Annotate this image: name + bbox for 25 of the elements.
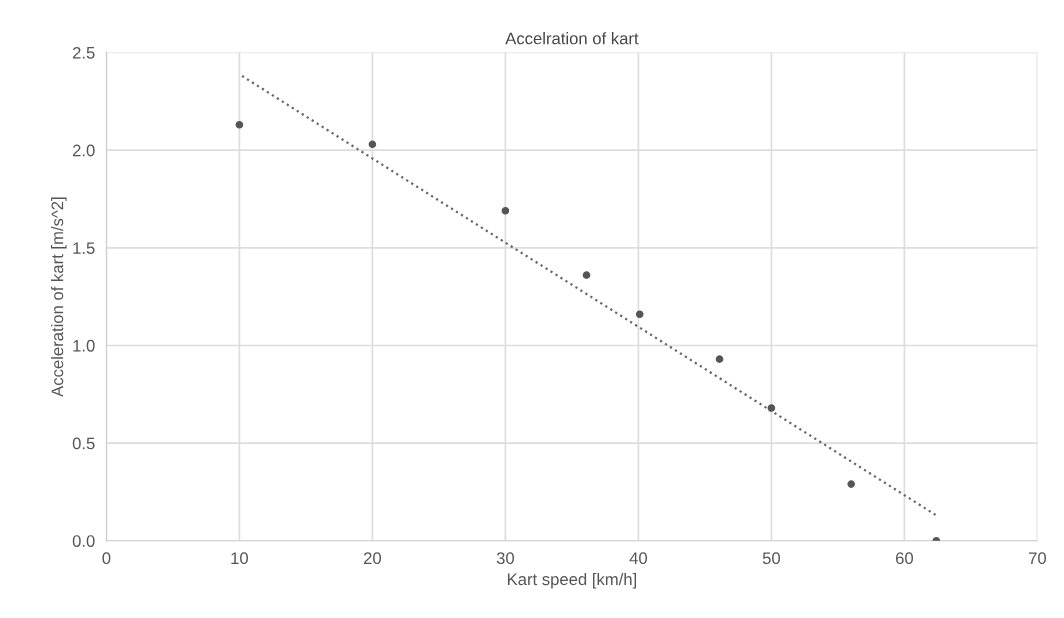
point	[235, 120, 244, 129]
y-tick-label: 2.5	[72, 46, 95, 59]
x-tick-label: 50	[762, 552, 781, 565]
x-tick-label: 70	[1028, 552, 1047, 565]
x-tick-label: 30	[496, 552, 515, 565]
x-tick-label: 40	[629, 552, 648, 565]
x-tick-label: 10	[231, 552, 249, 565]
y-tick-label: 0.5	[72, 437, 95, 450]
y-tick-label: 0.0	[72, 535, 95, 547]
y-tick-label: 2.0	[72, 144, 95, 157]
point	[767, 404, 776, 412]
y-tick-label: 1.5	[73, 242, 95, 255]
chart-title: Accelration of kart	[505, 32, 639, 45]
y-tick-label: 1.0	[73, 339, 95, 352]
x-tick-label: 0	[102, 552, 111, 565]
x-axis-title: Kart speed [km/h]	[507, 572, 637, 589]
point	[847, 480, 856, 488]
x-tick-label: 60	[895, 552, 914, 565]
point	[582, 271, 591, 279]
point	[715, 355, 724, 363]
point	[501, 206, 510, 215]
point	[368, 140, 377, 149]
x-tick-label: 20	[363, 552, 382, 565]
point	[635, 310, 644, 319]
y-axis-title: Acceleration of kart [m/s^2]	[51, 197, 67, 397]
